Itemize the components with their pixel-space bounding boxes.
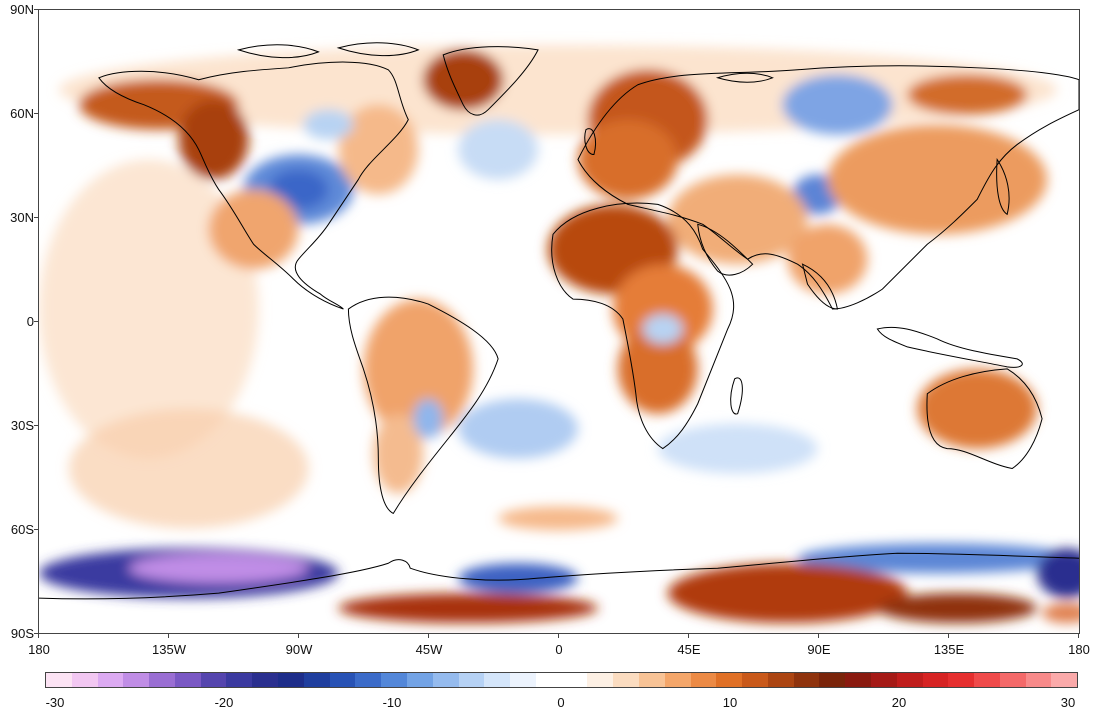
lon-label: 90E [807, 642, 831, 657]
anomaly-field [39, 44, 1079, 624]
colorbar-swatch [355, 673, 382, 687]
colorbar-swatch [278, 673, 304, 687]
lat-tick [34, 633, 38, 634]
lon-label: 135W [152, 642, 186, 657]
colorbar-swatch [200, 673, 227, 687]
lat-label: 90S [10, 626, 34, 641]
colorbar-swatch [561, 673, 588, 687]
lat-tick [34, 217, 38, 218]
lon-label: 45E [677, 642, 701, 657]
lat-label: 60N [10, 106, 34, 121]
lat-label: 0 [26, 314, 34, 329]
colorbar-swatch [123, 673, 150, 687]
colorbar-swatch [510, 673, 536, 687]
lat-tick [34, 321, 38, 322]
colorbar-swatch [484, 673, 511, 687]
colorbar-swatch [97, 673, 124, 687]
lat-label: 60S [10, 522, 34, 537]
colorbar-swatch [329, 673, 356, 687]
colorbar-swatch [896, 673, 923, 687]
colorbar [45, 672, 1078, 688]
colorbar-swatch [793, 673, 820, 687]
lon-tick [558, 634, 559, 638]
colorbar-swatch [252, 673, 279, 687]
lon-tick [818, 634, 819, 638]
coastlines [39, 42, 1079, 600]
colorbar-swatch [587, 673, 614, 687]
lat-tick [34, 113, 38, 114]
colorbar-swatch [46, 673, 72, 687]
colorbar-swatch [1025, 673, 1052, 687]
lon-label: 45W [415, 642, 443, 657]
colorbar-swatch [922, 673, 949, 687]
colorbar-swatch [871, 673, 897, 687]
colorbar-swatch [690, 673, 717, 687]
colorbar-swatch [767, 673, 794, 687]
colorbar-swatch [664, 673, 691, 687]
colorbar-swatch [974, 673, 1000, 687]
colorbar-label: 0 [557, 695, 565, 710]
lon-label: 135E [933, 642, 965, 657]
lat-tick [34, 529, 38, 530]
colorbar-label: 10 [722, 695, 738, 710]
lon-tick [1078, 634, 1079, 638]
lat-label: 30N [10, 210, 34, 225]
lon-label: 90W [285, 642, 313, 657]
lon-label: 180 [28, 642, 50, 657]
lon-tick [428, 634, 429, 638]
lat-label: 90N [10, 2, 34, 17]
lon-tick [948, 634, 949, 638]
colorbar-swatch [716, 673, 743, 687]
colorbar-swatch [226, 673, 253, 687]
colorbar-swatch [613, 673, 639, 687]
colorbar-swatch [71, 673, 98, 687]
colorbar-swatch [406, 673, 433, 687]
colorbar-swatch [742, 673, 768, 687]
colorbar-label: -30 [45, 695, 65, 710]
colorbar-swatch [432, 673, 459, 687]
lat-label: 30S [10, 418, 34, 433]
colorbar-swatch [845, 673, 871, 687]
colorbar-swatch [948, 673, 975, 687]
colorbar-swatch [535, 673, 562, 687]
colorbar-swatch [149, 673, 175, 687]
colorbar-swatch [381, 673, 407, 687]
colorbar-swatch [174, 673, 201, 687]
lon-label: 0 [555, 642, 563, 657]
map-canvas [39, 10, 1079, 633]
lon-label: 180 [1068, 642, 1090, 657]
lat-tick [34, 425, 38, 426]
colorbar-swatch [303, 673, 330, 687]
temperature-anomaly-map [38, 9, 1080, 634]
colorbar-swatch [458, 673, 485, 687]
colorbar-label: -10 [382, 695, 402, 710]
colorbar-label: 30 [1060, 695, 1076, 710]
lon-tick [688, 634, 689, 638]
lon-tick [38, 634, 39, 638]
lon-tick [168, 634, 169, 638]
colorbar-swatch [819, 673, 846, 687]
colorbar-swatch [638, 673, 665, 687]
colorbar-label: 20 [891, 695, 907, 710]
lat-tick [34, 9, 38, 10]
colorbar-label: -20 [214, 695, 234, 710]
colorbar-swatch [1051, 673, 1077, 687]
colorbar-swatch [999, 673, 1026, 687]
lon-tick [298, 634, 299, 638]
